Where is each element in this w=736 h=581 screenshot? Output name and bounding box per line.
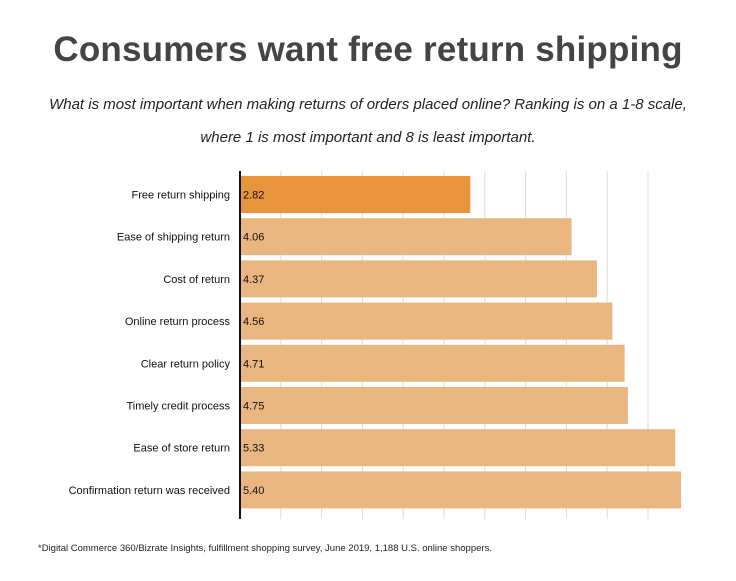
category-label: Timely credit process <box>126 401 230 413</box>
data-label: 4.37 <box>243 274 264 286</box>
bar <box>240 260 597 298</box>
data-label: 5.40 <box>243 485 264 497</box>
bar <box>240 302 613 340</box>
data-label: 4.56 <box>243 316 264 328</box>
bar <box>240 471 681 509</box>
data-label: 4.06 <box>243 232 264 244</box>
bar <box>240 387 628 424</box>
category-label: Ease of store return <box>133 443 230 455</box>
source-footnote: *Digital Commerce 360/Bizrate Insights, … <box>38 543 492 554</box>
category-label: Online return process <box>125 316 231 328</box>
data-label: 4.71 <box>243 358 264 370</box>
category-label: Confirmation return was received <box>69 485 230 497</box>
data-label: 5.33 <box>243 443 264 455</box>
bar <box>240 176 471 213</box>
category-label: Free return shipping <box>132 190 230 202</box>
chart-title: Consumers want free return shipping <box>53 30 683 69</box>
chart-subtitle: What is most important when making retur… <box>49 96 687 146</box>
category-label: Ease of shipping return <box>117 232 230 244</box>
data-label: 2.82 <box>243 190 264 202</box>
data-label: 4.75 <box>243 401 264 413</box>
bar <box>240 218 572 256</box>
bar <box>240 344 625 382</box>
bar <box>240 429 676 467</box>
category-label: Cost of return <box>163 274 230 286</box>
category-label: Clear return policy <box>141 358 231 370</box>
